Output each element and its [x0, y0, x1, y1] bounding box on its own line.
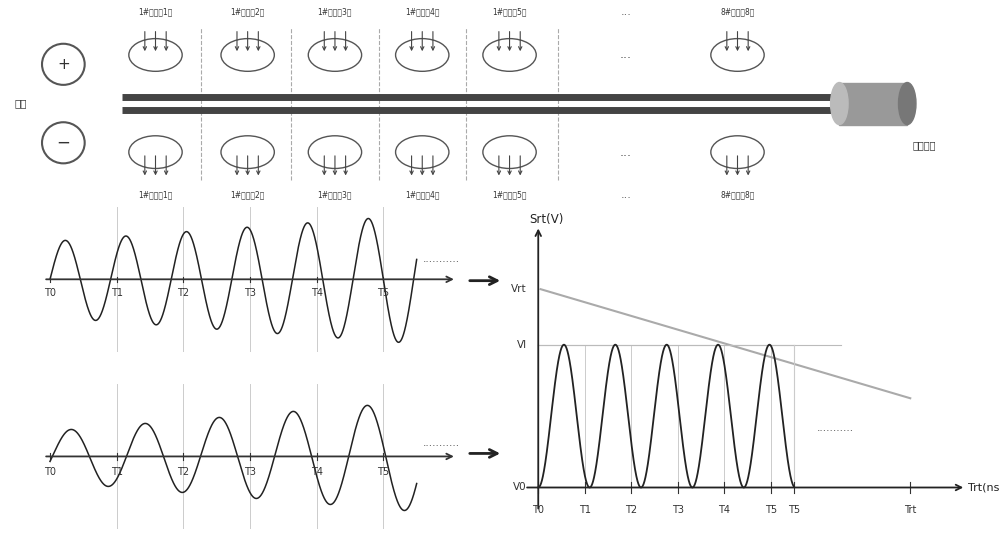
- Text: ...........: ...........: [817, 423, 854, 433]
- Text: ...: ...: [620, 49, 632, 62]
- Text: T4: T4: [311, 467, 323, 477]
- Text: 1#线圈療5匹: 1#线圈療5匹: [492, 8, 527, 17]
- Text: ...: ...: [620, 146, 632, 159]
- Text: ...: ...: [621, 190, 631, 201]
- Text: 8#线圈療8匹: 8#线圈療8匹: [720, 190, 755, 199]
- Text: T3: T3: [244, 288, 256, 298]
- Bar: [839, 82, 907, 125]
- Text: 1#线圈療1匹: 1#线圈療1匹: [138, 8, 173, 17]
- Text: 1#线圈療3匹: 1#线圈療3匹: [318, 190, 352, 199]
- Text: 8#线圈療8匹: 8#线圈療8匹: [720, 8, 755, 17]
- Text: T1: T1: [579, 505, 591, 516]
- Text: ...: ...: [621, 7, 631, 17]
- Text: T2: T2: [177, 467, 189, 477]
- Text: 1#线圈療3匹: 1#线圈療3匹: [318, 8, 352, 17]
- Ellipse shape: [831, 82, 848, 125]
- Text: 1#线圈療2匹: 1#线圈療2匹: [230, 8, 265, 17]
- Text: T3: T3: [244, 467, 256, 477]
- Text: 1#线圈療1匹: 1#线圈療1匹: [138, 190, 173, 199]
- Text: Srt(V): Srt(V): [529, 213, 563, 226]
- Text: T2: T2: [177, 288, 189, 298]
- Text: −: −: [56, 134, 70, 152]
- Text: T4: T4: [311, 288, 323, 298]
- Text: T2: T2: [625, 505, 637, 516]
- Text: T4: T4: [718, 505, 730, 516]
- Text: 极间连线: 极间连线: [912, 141, 936, 150]
- Text: T5: T5: [377, 467, 389, 477]
- Text: T1: T1: [111, 288, 123, 298]
- Text: +: +: [57, 57, 70, 72]
- Text: Trt(ns): Trt(ns): [968, 482, 1000, 493]
- Ellipse shape: [899, 82, 916, 125]
- Text: T1: T1: [111, 467, 123, 477]
- Text: 1#线圈療4匹: 1#线圈療4匹: [405, 8, 440, 17]
- Text: T0: T0: [44, 467, 56, 477]
- Text: V0: V0: [513, 482, 527, 493]
- Text: Vl: Vl: [516, 340, 527, 350]
- Text: T3: T3: [672, 505, 684, 516]
- Text: T5: T5: [377, 288, 389, 298]
- Text: 1#线圈療4匹: 1#线圈療4匹: [405, 190, 440, 199]
- Text: Trt: Trt: [904, 505, 916, 516]
- Text: ...........: ...........: [423, 438, 460, 448]
- Text: Vrt: Vrt: [511, 284, 527, 294]
- Text: T0: T0: [532, 505, 544, 516]
- Text: 大轴: 大轴: [15, 99, 27, 108]
- Text: ...........: ...........: [423, 253, 460, 264]
- Text: 1#线圈療2匹: 1#线圈療2匹: [230, 190, 265, 199]
- Text: 1#线圈療5匹: 1#线圈療5匹: [492, 190, 527, 199]
- Text: T0: T0: [44, 288, 56, 298]
- Text: T5: T5: [765, 505, 777, 516]
- Text: T5: T5: [788, 505, 800, 516]
